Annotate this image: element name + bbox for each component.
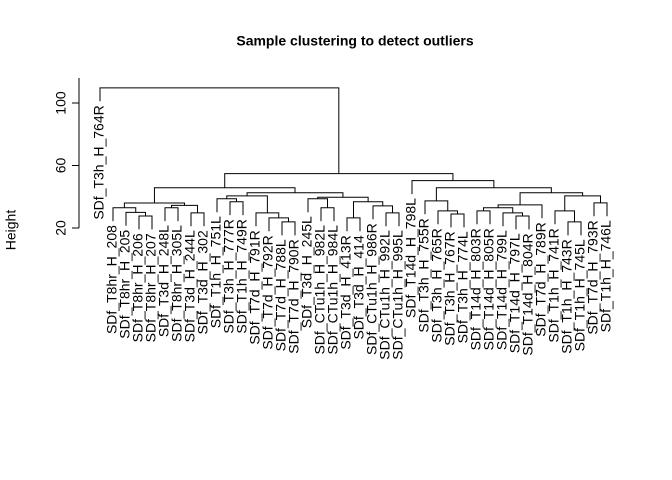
leaf-label: SDf_T3h_H_777R: [221, 219, 237, 333]
dendrogram-link: [246, 192, 344, 198]
dendrogram-link: [385, 212, 400, 227]
dendrogram-link: [317, 196, 369, 202]
leaf-label: SDf_T7d_H_792R: [260, 235, 276, 349]
leaf-label: SDf_T8hr_H_208: [104, 225, 120, 334]
leaf-label: SDf_CTu1h_H_986R: [364, 223, 380, 355]
leaf-label: SDf_T8hr_H_207: [143, 233, 159, 342]
dendrogram-link: [593, 202, 608, 217]
leaf-label: SDf_T3h_H_765R: [429, 228, 445, 342]
dendrogram-link: [476, 210, 491, 225]
leaf-label: SDf_T3h_H_774L: [455, 231, 471, 343]
y-tick-label: 60: [53, 158, 69, 174]
leaf-label: SDf_T14d_H_799L: [494, 230, 510, 350]
leaf-label: SDf_CTu1h_H_992L: [377, 230, 393, 360]
leaf-label: SDf_T1h_H_749R: [234, 219, 250, 333]
leaf-label: SDf_T1h_H_746L: [598, 220, 614, 332]
leaf-label: SDf_T3h_H_767R: [442, 231, 458, 345]
y-tick-label: 20: [53, 220, 69, 236]
dendrogram-link: [437, 210, 458, 225]
leaf-label: SDf_T14d_H_797L: [507, 233, 523, 353]
dendrogram-link: [424, 200, 449, 215]
leaf-label: SDf_T3d_H_248L: [156, 225, 172, 337]
leaf-label: SDf_T8hr_H_305L: [169, 225, 185, 342]
dendrogram-link: [372, 205, 393, 220]
dendrogram-link: [268, 217, 289, 232]
leaf-label: SDf_T7d_H_788L: [273, 239, 289, 351]
leaf-label: SDf_T14d_H_805R: [481, 228, 497, 350]
leaf-label: SDf_T8hr_H_206: [130, 233, 146, 342]
dendrogram-link: [99, 87, 340, 174]
leaf-label: SDf_T3d_H_413R: [338, 235, 354, 349]
dendrogram-link: [346, 217, 361, 232]
dendrogram-link: [519, 192, 584, 205]
leaf-label: SDf_T3d_H_414: [351, 235, 367, 340]
dendrogram-link: [307, 198, 328, 213]
dendrogram-link: [435, 187, 552, 201]
leaf-label: SDf_CTu1h_H_995L: [390, 230, 406, 360]
dendrogram-link: [216, 198, 237, 213]
leaf-label: SDf_T7d_H_789R: [533, 222, 549, 336]
dendrogram-link: [171, 204, 198, 213]
dendrogram-link: [229, 201, 244, 216]
dendrogram-link: [564, 195, 601, 211]
leaf-label: SDf_T3d_H_244L: [182, 230, 198, 342]
y-axis-label: Height: [3, 210, 19, 251]
dendrogram-link: [320, 207, 335, 222]
dendrogram-link: [450, 213, 465, 228]
dendrogram-link: [138, 215, 153, 230]
chart-title: Sample clustering to detect outliers: [236, 33, 473, 49]
dendrogram-link: [515, 215, 530, 230]
leaf-label: SDf_T7d_H_791R: [247, 230, 263, 344]
dendrogram-link: [353, 201, 384, 218]
leaf-label: SDf_CTu1h_H_984L: [325, 225, 341, 355]
leaf-label: SDf_T14d_H_798L: [403, 198, 419, 318]
dendrogram-link: [502, 212, 523, 227]
dendrogram-link: [226, 195, 268, 213]
dendrogram-link: [164, 207, 179, 222]
leaf-label: SDf_T1h_H_743R: [559, 239, 575, 353]
leaf-label: SDf_T3d_H_302: [195, 230, 211, 335]
dendrogram-link: [125, 211, 146, 226]
leaf-label: SDf_CTu1h_H_982L: [312, 225, 328, 355]
leaf-label: SDf_T7d_H_793R: [585, 220, 601, 334]
leaf-label: SDf_T3d_H_245L: [299, 216, 315, 328]
dendrogram-link: [483, 207, 514, 213]
leaf-label: SDf_T14d_H_804R: [520, 233, 536, 355]
leaf-label: SDf_T1h_H_745L: [572, 239, 588, 351]
dendrogram-link: [567, 221, 582, 236]
leaf-label: SDf_T14d_H_803R: [468, 228, 484, 350]
dendrogram-link: [190, 212, 205, 227]
y-tick-label: 100: [53, 91, 69, 115]
dendrogram-link: [554, 210, 575, 225]
leaf-label: SDf_T3h_H_764R: [91, 105, 107, 219]
dendrogram-link: [281, 221, 296, 236]
dendrogram-link: [153, 187, 296, 203]
leaf-label: SDf_T8hr_H_205: [117, 230, 133, 339]
leaf-label: SDf_T7d_H_790R: [286, 239, 302, 353]
dendrogram-link: [112, 207, 137, 222]
dendrogram-link: [255, 212, 280, 227]
leaf-label: SDf_T3h_H_755R: [416, 218, 432, 332]
leaf-label: SDf_T1h_H_741R: [546, 228, 562, 342]
leaf-label: SDf_T1h_H_751L: [208, 216, 224, 328]
